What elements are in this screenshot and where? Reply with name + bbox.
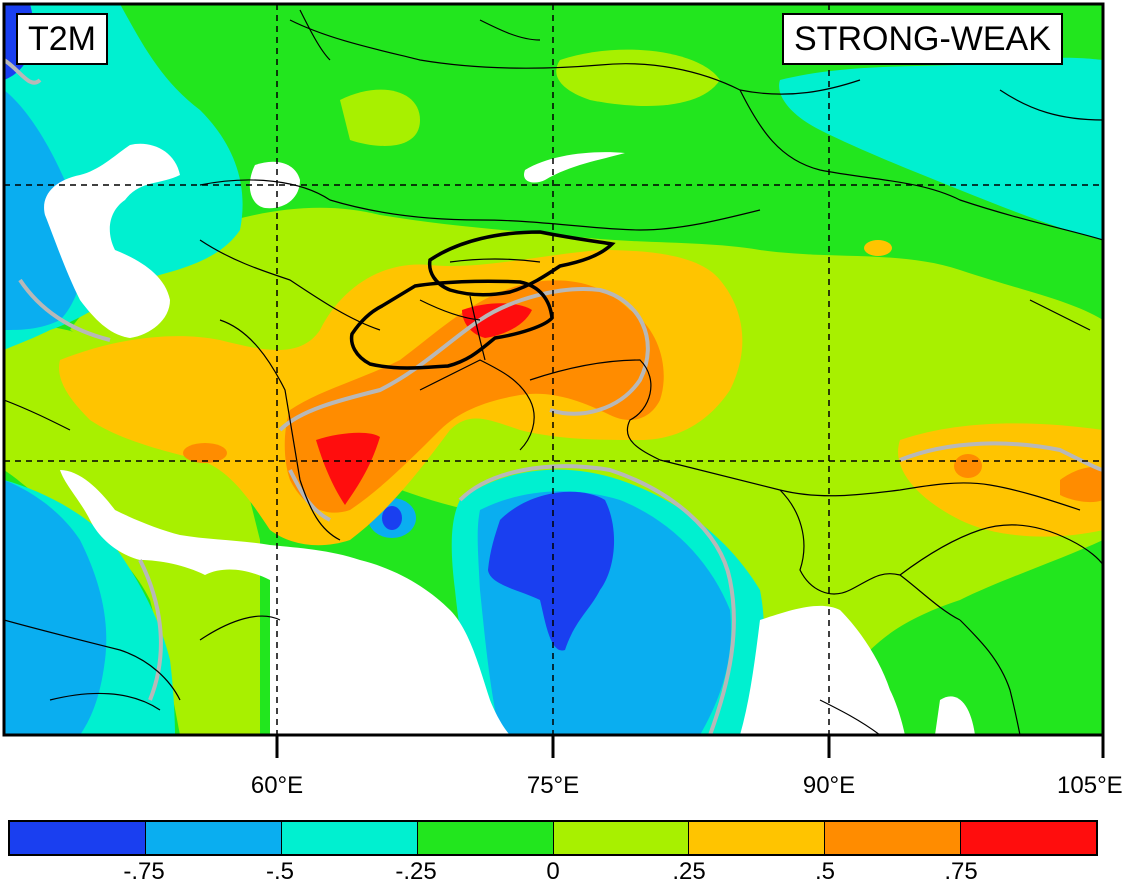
x-tick-label: 105°E	[1057, 772, 1123, 799]
x-tick-label: 75°E	[526, 772, 580, 799]
field-yellow-east	[898, 423, 1103, 537]
field-red-north	[462, 303, 532, 338]
field-yellow-spot	[864, 240, 892, 256]
persian-gulf-arabian-sea	[60, 470, 510, 735]
field-blue-west	[4, 480, 107, 735]
country-borders	[4, 9, 1103, 735]
grid-lines	[4, 4, 1103, 735]
basin-inner-borders	[419, 258, 541, 361]
field-red-south	[316, 432, 380, 505]
southeast-sea	[935, 696, 975, 735]
x-axis-ticks	[275, 735, 1105, 758]
difference-label: STRONG-WEAK	[782, 13, 1063, 65]
field-orange-east	[1060, 467, 1103, 503]
x-tick-label: 60°E	[250, 772, 304, 799]
caspian-sea	[44, 143, 180, 338]
colorbar-label: .25	[672, 858, 706, 885]
colorbar	[8, 820, 1098, 856]
x-tick-label: 90°E	[802, 772, 856, 799]
colorbar-segment	[417, 822, 554, 854]
basin-outlines	[349, 230, 616, 370]
field-orange-spot-west	[183, 443, 227, 463]
variable-label: T2M	[16, 13, 108, 65]
colorbar-label: -.5	[265, 858, 295, 885]
aral-sea	[249, 161, 300, 209]
colorbar-segment	[553, 822, 690, 854]
significance-contours	[4, 58, 1103, 735]
colorbar-label: -.75	[123, 858, 165, 885]
colorbar-label: .5	[814, 858, 836, 885]
field-orange-central	[284, 280, 664, 513]
colorbar-segment	[825, 822, 962, 854]
bay-of-bengal	[740, 605, 905, 735]
colorbar-segment	[10, 822, 146, 854]
colorbar-label: 0	[546, 858, 560, 885]
colorbar-segment	[961, 822, 1096, 854]
field-yellowgreen-north	[340, 89, 420, 146]
field-yellowgreen-northeast	[556, 49, 720, 106]
field-orange-spot-east	[954, 454, 982, 478]
colorbar-label: -.25	[395, 858, 437, 885]
lake-balkhash	[524, 152, 625, 183]
field-darkblue-spot	[382, 506, 402, 530]
field-blue-northwest	[4, 90, 84, 330]
colorbar-segment	[145, 822, 282, 854]
colorbar-segment	[689, 822, 826, 854]
field-darkblue-india	[488, 491, 615, 651]
colorbar-segment	[281, 822, 418, 854]
colorbar-label: .75	[944, 858, 978, 885]
